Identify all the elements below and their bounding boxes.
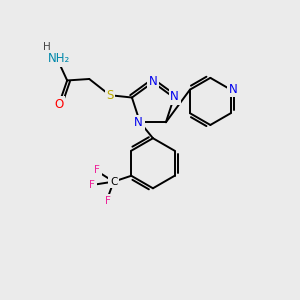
Text: O: O: [55, 98, 64, 110]
Text: NH₂: NH₂: [48, 52, 70, 65]
Text: F: F: [105, 196, 111, 206]
Text: F: F: [89, 180, 95, 190]
Text: H: H: [43, 42, 51, 52]
Text: N: N: [228, 82, 237, 95]
Text: N: N: [170, 90, 179, 104]
Text: S: S: [106, 89, 113, 102]
Text: F: F: [94, 165, 100, 175]
Text: N: N: [148, 75, 157, 88]
Text: N: N: [134, 116, 143, 129]
Text: C: C: [110, 177, 117, 187]
